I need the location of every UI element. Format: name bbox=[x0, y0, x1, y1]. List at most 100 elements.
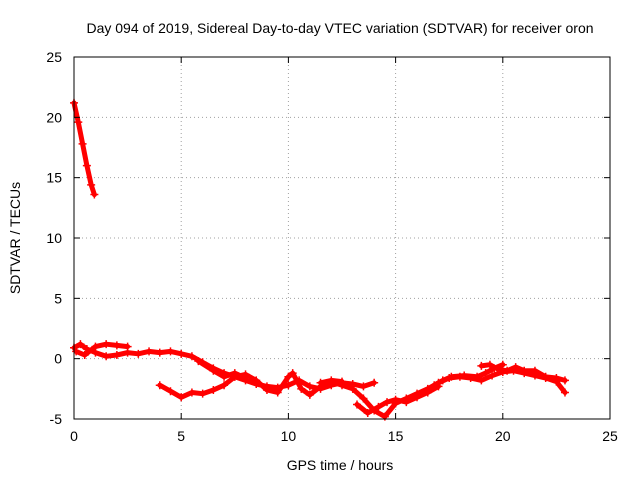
data-point bbox=[177, 349, 186, 358]
data-point bbox=[284, 381, 293, 390]
data-point bbox=[520, 366, 529, 375]
data-point bbox=[91, 342, 100, 351]
axis-ticks bbox=[73, 56, 611, 420]
y-tick-label: -5 bbox=[50, 411, 63, 427]
data-point bbox=[477, 376, 486, 385]
data-point bbox=[102, 352, 111, 361]
data-point bbox=[252, 376, 261, 385]
data-point bbox=[90, 190, 99, 199]
data-point bbox=[166, 347, 175, 356]
data-point bbox=[359, 394, 368, 403]
y-tick-label: 25 bbox=[46, 49, 62, 65]
data-point bbox=[288, 369, 297, 378]
data-point bbox=[220, 372, 229, 381]
x-tick-label: 5 bbox=[177, 428, 185, 444]
data-layer bbox=[70, 98, 569, 421]
data-point bbox=[511, 363, 520, 372]
series-trace bbox=[478, 362, 568, 383]
data-point bbox=[552, 373, 561, 382]
data-point bbox=[123, 342, 132, 351]
data-point bbox=[241, 373, 250, 382]
data-point bbox=[220, 381, 229, 390]
data-point bbox=[494, 365, 503, 374]
data-point bbox=[262, 386, 271, 395]
data-point bbox=[485, 360, 494, 369]
data-point bbox=[230, 369, 239, 378]
data-point bbox=[530, 366, 539, 375]
data-point bbox=[209, 386, 218, 395]
data-point bbox=[477, 361, 486, 370]
y-tick-label: 15 bbox=[46, 170, 62, 186]
data-point bbox=[460, 371, 469, 380]
data-point bbox=[338, 377, 346, 386]
data-point bbox=[305, 390, 314, 399]
data-point bbox=[413, 393, 422, 402]
data-point bbox=[359, 382, 368, 391]
x-tick-label: 15 bbox=[388, 428, 404, 444]
data-point bbox=[481, 369, 490, 378]
chart-title: Day 094 of 2019, Sidereal Day-to-day VTE… bbox=[86, 20, 593, 36]
data-point bbox=[430, 381, 439, 390]
y-tick-label: 0 bbox=[54, 351, 62, 367]
data-point bbox=[145, 347, 154, 356]
data-point bbox=[284, 372, 293, 381]
data-point bbox=[503, 366, 512, 375]
data-point bbox=[370, 378, 379, 387]
x-tick-label: 20 bbox=[495, 428, 511, 444]
data-point bbox=[76, 340, 85, 349]
data-point bbox=[353, 400, 362, 409]
data-point bbox=[327, 376, 336, 385]
data-point bbox=[187, 352, 196, 361]
x-tick-label: 0 bbox=[70, 428, 78, 444]
data-point bbox=[134, 349, 143, 358]
data-point bbox=[374, 402, 383, 411]
data-point bbox=[560, 388, 569, 397]
series-trace bbox=[157, 368, 568, 420]
data-point bbox=[155, 381, 164, 390]
data-point bbox=[166, 387, 175, 396]
data-point bbox=[316, 378, 325, 387]
data-point bbox=[488, 371, 497, 380]
data-point bbox=[102, 340, 111, 349]
data-point bbox=[112, 341, 121, 350]
grid-lines bbox=[74, 57, 610, 419]
data-point bbox=[363, 408, 372, 417]
data-point bbox=[194, 357, 203, 366]
data-point bbox=[383, 398, 392, 407]
y-axis-label: SDTVAR / TECUs bbox=[7, 182, 23, 294]
data-point bbox=[112, 351, 121, 360]
data-point bbox=[560, 376, 569, 385]
y-tick-label: 5 bbox=[54, 290, 62, 306]
tick-labels: 0 5 10 15 20 25 -5 0 5 10 15 20 25 bbox=[46, 49, 618, 444]
x-tick-label: 25 bbox=[602, 428, 618, 444]
data-point bbox=[72, 347, 81, 356]
data-point bbox=[297, 384, 306, 393]
data-point bbox=[541, 372, 550, 381]
data-point bbox=[402, 398, 411, 407]
data-point bbox=[82, 161, 91, 170]
data-point bbox=[78, 139, 87, 148]
x-axis-label: GPS time / hours bbox=[287, 457, 394, 473]
data-point bbox=[423, 388, 432, 397]
data-point bbox=[177, 393, 186, 402]
data-point bbox=[187, 388, 196, 397]
data-point bbox=[305, 382, 314, 391]
data-point bbox=[447, 372, 456, 381]
data-point bbox=[498, 360, 507, 369]
data-point bbox=[155, 348, 164, 357]
x-tick-label: 10 bbox=[281, 428, 297, 444]
data-point bbox=[198, 389, 207, 398]
data-point bbox=[473, 372, 482, 381]
data-point bbox=[74, 118, 83, 127]
data-point bbox=[348, 384, 357, 393]
data-point bbox=[438, 376, 447, 385]
data-point bbox=[209, 366, 218, 375]
y-tick-label: 20 bbox=[46, 109, 62, 125]
data-point bbox=[80, 351, 89, 360]
data-point bbox=[391, 395, 400, 404]
data-point bbox=[273, 388, 282, 397]
data-point bbox=[87, 180, 96, 189]
y-tick-label: 10 bbox=[46, 230, 62, 246]
